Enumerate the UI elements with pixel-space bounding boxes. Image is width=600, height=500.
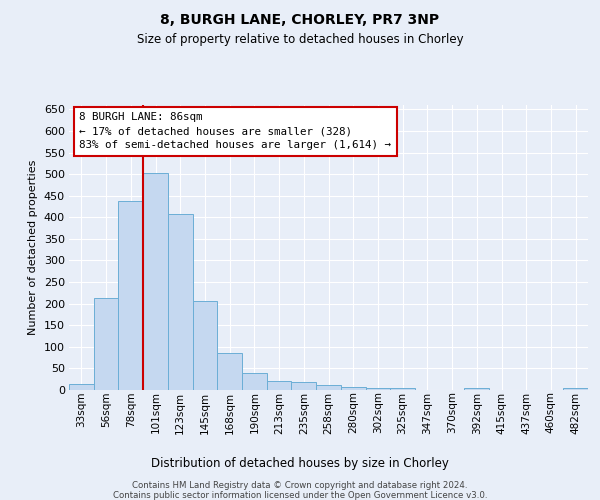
Bar bbox=[217, 354, 242, 390]
Y-axis label: Number of detached properties: Number of detached properties bbox=[28, 160, 38, 335]
Text: Distribution of detached houses by size in Chorley: Distribution of detached houses by size … bbox=[151, 458, 449, 470]
Text: Contains public sector information licensed under the Open Government Licence v3: Contains public sector information licen… bbox=[113, 491, 487, 500]
Bar bbox=[168, 214, 193, 390]
Bar bbox=[341, 388, 365, 390]
Bar bbox=[563, 388, 588, 390]
Bar bbox=[193, 300, 217, 390]
Bar bbox=[390, 388, 415, 390]
Text: 8 BURGH LANE: 86sqm
← 17% of detached houses are smaller (328)
83% of semi-detac: 8 BURGH LANE: 86sqm ← 17% of detached ho… bbox=[79, 112, 391, 150]
Bar bbox=[267, 380, 292, 390]
Text: Contains HM Land Registry data © Crown copyright and database right 2024.: Contains HM Land Registry data © Crown c… bbox=[132, 481, 468, 490]
Bar bbox=[118, 202, 143, 390]
Bar bbox=[94, 298, 118, 390]
Bar bbox=[316, 385, 341, 390]
Bar bbox=[365, 388, 390, 390]
Text: 8, BURGH LANE, CHORLEY, PR7 3NP: 8, BURGH LANE, CHORLEY, PR7 3NP bbox=[160, 12, 440, 26]
Bar bbox=[69, 384, 94, 390]
Bar bbox=[464, 388, 489, 390]
Bar bbox=[292, 382, 316, 390]
Text: Size of property relative to detached houses in Chorley: Size of property relative to detached ho… bbox=[137, 32, 463, 46]
Bar bbox=[242, 373, 267, 390]
Bar bbox=[143, 173, 168, 390]
